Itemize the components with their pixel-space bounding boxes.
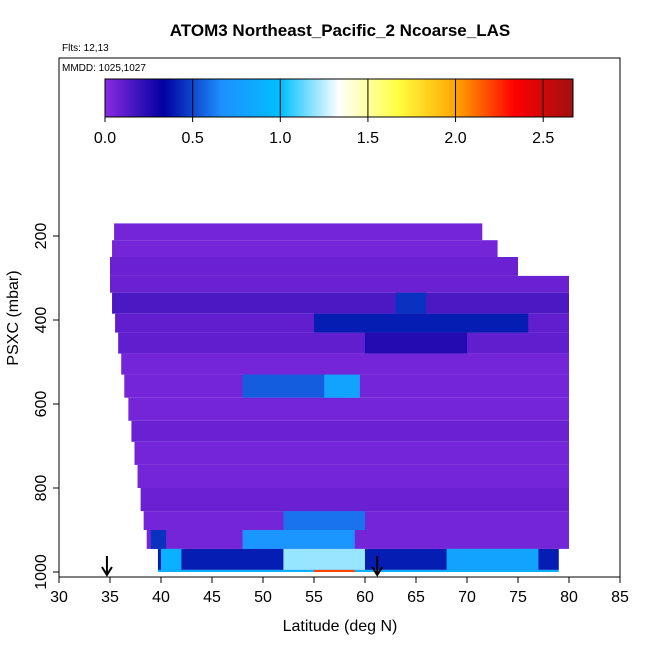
y-axis-label: PSXC (mbar) bbox=[5, 270, 22, 365]
heatmap-band-2 bbox=[110, 257, 518, 276]
heatmap-feature-1 bbox=[314, 313, 529, 333]
arrow-head bbox=[371, 566, 384, 577]
y-tick-label: 1000 bbox=[33, 554, 50, 590]
heatmap-band-15 bbox=[146, 530, 569, 549]
heatmap-band-13 bbox=[140, 488, 569, 512]
x-tick-label: 50 bbox=[254, 589, 272, 606]
heatmap-band-10 bbox=[131, 420, 570, 442]
colorbar-tick-label: 1.5 bbox=[357, 130, 379, 147]
x-axis-label: Latitude (deg N) bbox=[283, 618, 398, 635]
colorbar: 0.0 0.5 1.0 1.5 2.0 2.5 bbox=[94, 78, 574, 147]
arrows bbox=[101, 556, 384, 577]
x-axis: 30 35 40 45 50 55 60 65 70 75 80 85 bbox=[50, 577, 629, 606]
x-tick-label: 40 bbox=[152, 589, 170, 606]
colorbar-body bbox=[104, 78, 574, 118]
chart-title: ATOM3 Northeast_Pacific_2 Ncoarse_LAS bbox=[170, 21, 510, 40]
y-axis: 200 400 600 800 1000 bbox=[33, 223, 59, 590]
heatmap-band-17 bbox=[157, 569, 559, 572]
heatmap-feature-0 bbox=[395, 292, 427, 314]
heatmap-feature-4 bbox=[324, 374, 360, 398]
x-tick-label: 45 bbox=[203, 589, 221, 606]
y-tick-label: 400 bbox=[33, 307, 50, 334]
colorbar-tick-label: 0.0 bbox=[94, 130, 116, 147]
colorbar-tick-label: 2.5 bbox=[532, 130, 554, 147]
heatmap-band-7 bbox=[121, 353, 569, 375]
arrow-head bbox=[101, 566, 113, 577]
colorbar-tick-label: 1.0 bbox=[269, 130, 291, 147]
x-tick-label: 75 bbox=[509, 589, 527, 606]
heatmap-cells bbox=[110, 223, 570, 572]
colorbar-tick-label: 2.0 bbox=[444, 130, 466, 147]
x-tick-label: 70 bbox=[458, 589, 476, 606]
heatmap-feature-11 bbox=[446, 548, 539, 570]
x-tick-label: 80 bbox=[560, 589, 578, 606]
x-tick-label: 65 bbox=[407, 589, 425, 606]
heatmap-feature-7 bbox=[150, 530, 167, 549]
heatmap-feature-8 bbox=[283, 548, 365, 570]
heatmap-feature-3 bbox=[242, 374, 345, 398]
colorbar-ticks: 0.0 0.5 1.0 1.5 2.0 2.5 bbox=[94, 79, 554, 147]
heatmap-band-3 bbox=[110, 275, 569, 293]
x-tick-label: 30 bbox=[50, 589, 68, 606]
heatmap-band-0 bbox=[114, 223, 483, 241]
y-tick-label: 800 bbox=[33, 475, 50, 502]
x-tick-label: 60 bbox=[356, 589, 374, 606]
heatmap-band-12 bbox=[137, 464, 570, 488]
mmdd-label: MMDD: 1025,1027 bbox=[62, 63, 146, 74]
x-tick-label: 55 bbox=[305, 589, 323, 606]
heatmap-feature-6 bbox=[242, 530, 355, 549]
heatmap-band-6 bbox=[118, 332, 569, 354]
heatmap-feature-5 bbox=[283, 511, 365, 530]
y-tick-label: 200 bbox=[33, 223, 50, 250]
x-tick-label: 85 bbox=[611, 589, 629, 606]
flights-label: Flts: 12,13 bbox=[62, 43, 109, 54]
heatmap-band-1 bbox=[112, 240, 498, 257]
x-tick-label: 35 bbox=[101, 589, 119, 606]
heatmap-band-9 bbox=[128, 397, 570, 421]
heatmap-band-4 bbox=[112, 292, 569, 314]
heatmap-feature-9 bbox=[161, 548, 182, 570]
heatmap-feature-2 bbox=[365, 332, 467, 354]
heatmap-feature-10 bbox=[314, 569, 355, 572]
y-tick-label: 600 bbox=[33, 391, 50, 418]
colorbar-tick-label: 0.5 bbox=[182, 130, 204, 147]
heatmap-band-11 bbox=[134, 441, 570, 465]
plot-frame bbox=[58, 57, 621, 578]
